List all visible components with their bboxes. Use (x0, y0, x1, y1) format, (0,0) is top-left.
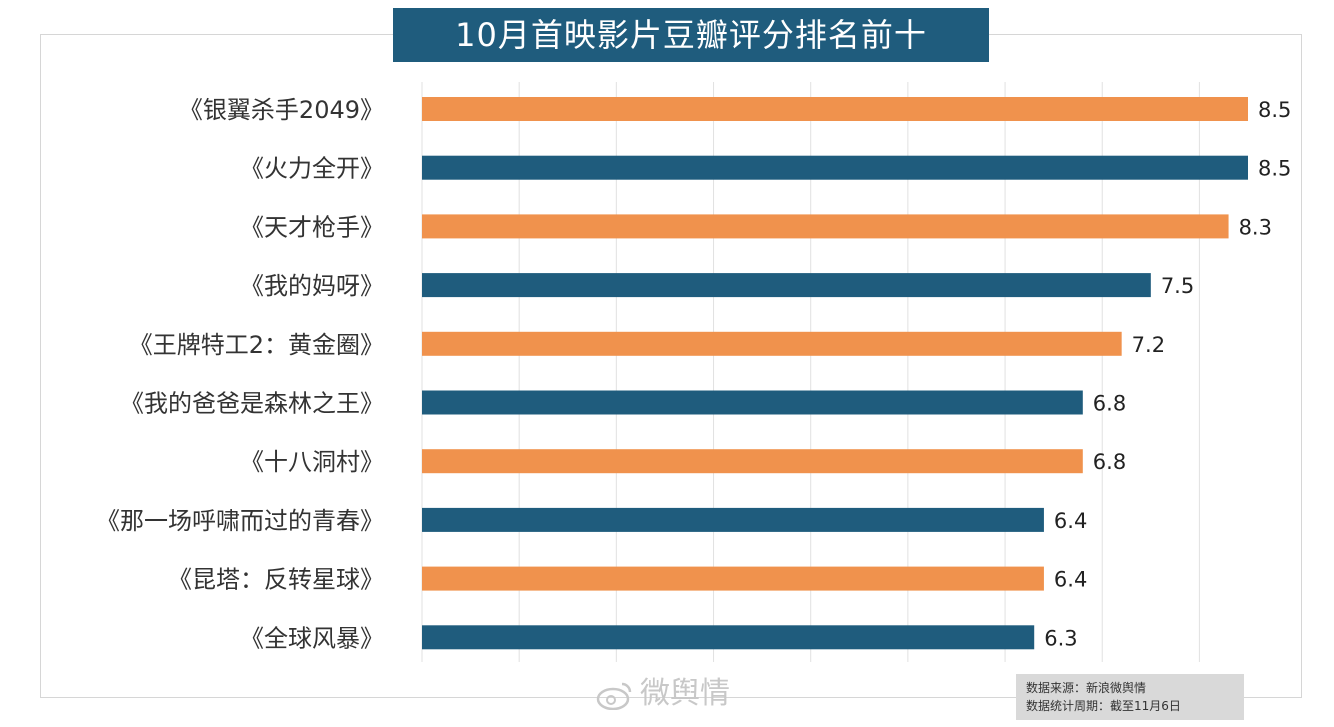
source-line-1: 数据来源：新浪微舆情 (1026, 681, 1147, 695)
value-label: 8.5 (1258, 157, 1291, 181)
category-label: 《我的爸爸是森林之王》 (120, 390, 384, 418)
weibo-logo-icon (596, 682, 632, 710)
bar (422, 625, 1035, 650)
value-label: 7.5 (1161, 274, 1194, 298)
bar (422, 331, 1122, 356)
bar (422, 273, 1151, 298)
value-label: 6.3 (1044, 626, 1077, 650)
bar (422, 97, 1248, 121)
watermark: 微舆情 (596, 674, 730, 714)
category-label: 《十八洞村》 (240, 448, 384, 476)
value-label: 8.3 (1239, 215, 1272, 239)
value-label: 6.4 (1054, 509, 1087, 533)
bar (422, 566, 1044, 591)
category-label: 《那一场呼啸而过的青春》 (96, 507, 384, 535)
watermark-text: 微舆情 (640, 676, 730, 711)
bar (422, 214, 1229, 239)
source-line-2: 数据统计周期：截至11月6日 (1026, 699, 1181, 713)
value-label: 6.4 (1054, 568, 1087, 592)
category-label: 《天才枪手》 (240, 213, 384, 241)
category-label: 《火力全开》 (240, 155, 384, 183)
chart-title: 10月首映影片豆瓣评分排名前十 (393, 8, 989, 62)
source-note: 数据来源：新浪微舆情 数据统计周期：截至11月6日 (1016, 674, 1244, 720)
category-label: 《全球风暴》 (240, 624, 384, 652)
bars (422, 97, 1248, 650)
value-label: 6.8 (1093, 392, 1126, 416)
category-label: 《银翼杀手2049》 (179, 96, 384, 124)
value-label: 7.2 (1132, 333, 1165, 357)
value-label: 6.8 (1093, 450, 1126, 474)
category-label: 《王牌特工2：黄金圈》 (129, 331, 384, 359)
value-label: 8.5 (1258, 98, 1291, 122)
bar (422, 449, 1083, 474)
value-labels: 8.5 8.5 8.3 7.5 7.2 6.8 6.8 6.4 6.4 6.3 (1044, 98, 1291, 650)
category-label: 《我的妈呀》 (240, 272, 384, 300)
bar (422, 507, 1044, 532)
bar (422, 390, 1083, 415)
category-labels: 《银翼杀手2049》《火力全开》《天才枪手》《我的妈呀》《王牌特工2：黄金圈》《… (96, 96, 384, 652)
category-label: 《昆塔：反转星球》 (168, 566, 384, 594)
bar (422, 155, 1248, 180)
